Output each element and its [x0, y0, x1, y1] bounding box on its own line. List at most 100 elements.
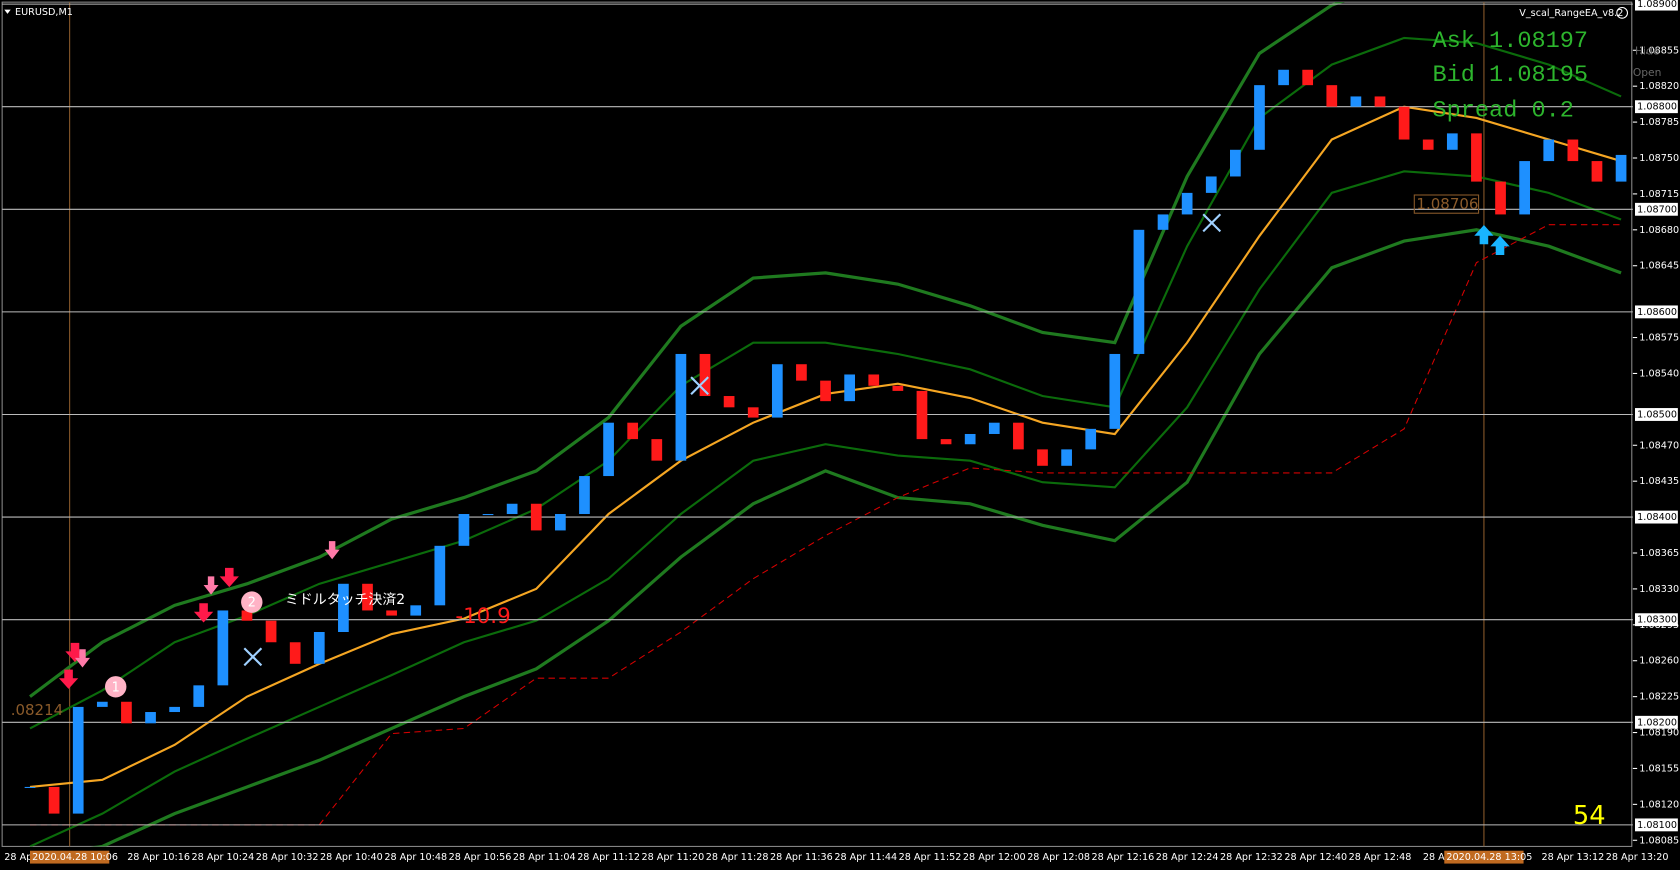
y-tick-label: 1.08365 [1639, 548, 1679, 559]
level-box [1635, 613, 1678, 627]
candle [651, 439, 663, 461]
x-tick-label: 28 Apr 12:32 [1220, 852, 1283, 863]
level-label: 1.08800 [1637, 102, 1677, 113]
level-box [1635, 510, 1678, 524]
candle [1398, 106, 1410, 140]
candle [916, 390, 928, 440]
x-tick-label: 28 Apr 10:56 [449, 852, 512, 863]
candle [964, 433, 976, 445]
arrow [75, 649, 90, 668]
candle [988, 422, 1000, 434]
y-tick-label: 1.08680 [1639, 225, 1679, 236]
candle [434, 545, 446, 606]
x-tick-label: 28 Apr 12:00 [963, 852, 1026, 863]
candle [72, 706, 84, 814]
candle [1181, 192, 1193, 215]
candle [1157, 214, 1169, 230]
bid-text: Bid 1.08195 [1433, 62, 1589, 89]
x-tick-label: 28 Apr 12:48 [1349, 852, 1412, 863]
arrow [193, 603, 214, 623]
candle [1061, 449, 1072, 466]
level-label: 1.08500 [1637, 409, 1677, 420]
x-tick-label: 28 Apr 13:12 [1541, 852, 1604, 863]
y-tick-label: 1.08540 [1639, 368, 1679, 379]
hide-button[interactable]: Hide [1635, 44, 1660, 57]
badge-label: 2 [248, 596, 256, 611]
candle [1133, 229, 1145, 354]
candle [1471, 133, 1482, 182]
indicator-line [29, 170, 1622, 847]
candle [458, 514, 470, 546]
level-box [1635, 202, 1678, 216]
level-label: 1.08200 [1637, 717, 1677, 728]
candle [1205, 176, 1217, 193]
overlays [29, 2, 1622, 847]
level-box [1635, 305, 1678, 319]
candle [1519, 161, 1530, 215]
candle [1037, 449, 1048, 466]
price-tag-box [1413, 194, 1480, 214]
candle [1302, 69, 1314, 86]
candle [1591, 161, 1603, 182]
y-tick-label: 1.08575 [1639, 333, 1679, 344]
y-tick-label: 1.08785 [1639, 117, 1679, 128]
sell-arrows-pink [75, 541, 340, 668]
x-tick-label: 28 Apr 11:20 [641, 852, 704, 863]
candle [675, 353, 687, 461]
candle [48, 786, 60, 814]
candle [313, 632, 325, 664]
level-box [1635, 100, 1678, 114]
candle [820, 380, 831, 402]
indicator-line [30, 224, 1622, 826]
x-tick-label: 28 Apr 10:16 [127, 852, 190, 863]
candle [627, 422, 639, 440]
y-tick-label: 1.08190 [1639, 728, 1679, 739]
indicator-line [29, 2, 1345, 698]
y-tick-label: 1.08085 [1639, 835, 1679, 846]
candle [747, 407, 759, 418]
x-tick-label: 2020.04.28 10:06 [32, 852, 118, 863]
arrow [324, 541, 340, 560]
y-tick-label: 1.08750 [1639, 153, 1679, 164]
level-box [1635, 818, 1678, 832]
x-tick-label: 28 Apr 12:40 [1284, 852, 1347, 863]
candle [844, 374, 855, 402]
level-box [1635, 0, 1678, 11]
marker [243, 647, 263, 667]
sell-arrows [58, 567, 239, 689]
spread-text: Spread 0.2 [1433, 98, 1574, 125]
level-label: 1.08100 [1637, 820, 1677, 831]
candle [217, 610, 229, 686]
candle [1615, 154, 1627, 182]
badge [241, 591, 263, 613]
candle [410, 605, 422, 616]
candle [1567, 139, 1579, 162]
x-tick-label: 28 Apr 11:52 [899, 852, 962, 863]
candle [1013, 422, 1024, 450]
candle [1230, 149, 1241, 177]
cursor-time-box [1444, 850, 1524, 864]
ea-name: V_scal_RangeEA_v8.2 [1519, 8, 1623, 19]
menu-icon[interactable] [4, 9, 11, 14]
candle [338, 583, 349, 632]
candle [603, 422, 614, 477]
y-tick-label: 1.08715 [1639, 189, 1679, 200]
x-tick-label: 28 Apr 10:32 [256, 852, 319, 863]
x-tick-label: 2020.04.28 13:05 [1446, 852, 1532, 863]
price-tag: 1.08706 [1416, 195, 1478, 213]
y-tick-label: 1.08470 [1639, 440, 1679, 451]
ea-icon[interactable] [1616, 6, 1629, 19]
candle [1543, 139, 1555, 162]
badge-label: 1 [112, 680, 120, 695]
candle [265, 620, 277, 643]
x-tick-label: 28 Apr 11:04 [513, 852, 576, 863]
candle [796, 364, 807, 381]
candle [530, 503, 542, 531]
open-button[interactable]: Open [1633, 66, 1662, 79]
candle [1446, 133, 1458, 150]
candle [169, 706, 180, 713]
x-tick-label: 28 Apr 13:20 [1606, 852, 1669, 863]
